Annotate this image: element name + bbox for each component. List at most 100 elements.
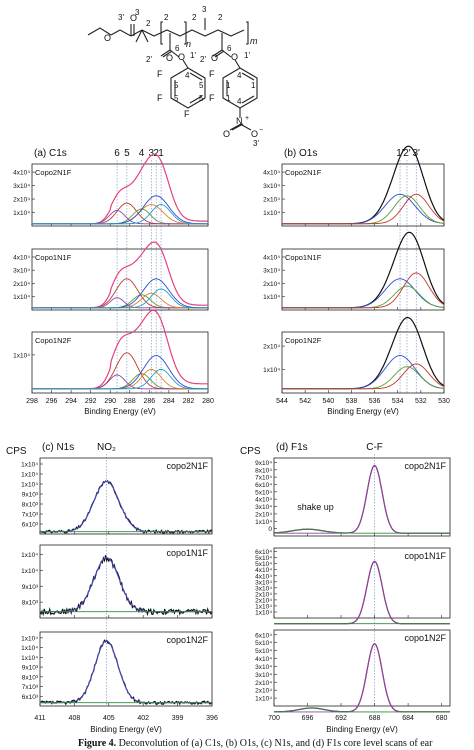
series-line-2 — [282, 195, 445, 225]
y-tick-label: 2x10⁴ — [255, 680, 272, 687]
x-tick-label: 296 — [46, 398, 58, 405]
y-tick-label: 4x10⁴ — [255, 497, 272, 504]
x-tick-label: 402 — [137, 715, 149, 722]
subplot-2: 1x10⁴ Copo1N2F — [13, 309, 209, 394]
series-line-2 — [274, 465, 450, 534]
svg-text:3: 3 — [135, 8, 140, 17]
x-tick-label: 696 — [302, 715, 314, 722]
subplot-0: 1x10⁴ 2x10⁴ 3x10⁴ 4x10⁴ Copo2N1F — [263, 145, 445, 227]
svg-text:5: 5 — [199, 94, 204, 103]
y-tick-label: 3x10⁴ — [13, 183, 30, 190]
right-ester-o: O — [231, 52, 238, 62]
subplot-frame — [39, 544, 213, 619]
series-line-2 — [40, 557, 212, 613]
y-tick-label: 5x10⁴ — [255, 489, 272, 496]
subplot-frame — [39, 631, 213, 707]
annotation-label: shake up — [297, 502, 334, 512]
svg-text:O: O — [251, 129, 258, 139]
svg-text:3': 3' — [253, 139, 259, 148]
series-line-3 — [282, 363, 445, 390]
subplot-frame — [273, 547, 451, 619]
series-line-0 — [39, 555, 213, 617]
x-tick-label: 399 — [172, 715, 184, 722]
left-ester-o: O — [178, 52, 185, 62]
y-tick-label: 4x10⁴ — [255, 567, 272, 574]
panel-0: (a) C1s 6 5 4 3 2 1 1x10⁴ 2x10⁴ 3x10⁴ 4x10⁴ Copo2N1… — [13, 148, 214, 416]
left-carbonyl-o: O — [166, 53, 173, 63]
panel-2: (c) N1s CPS NO₂ 6x10³ 7x10³ 8x10³ 9x10³ 1x10⁴ 1x… — [6, 442, 218, 734]
peak-label: C-F — [366, 442, 383, 453]
y-tick-label: 6x10³ — [22, 694, 39, 701]
panel-title: (a) C1s — [34, 148, 67, 159]
y-tick-label: 1x10⁴ — [21, 635, 38, 642]
y-tick-label: 4x10⁴ — [263, 170, 280, 177]
svg-text:F: F — [157, 93, 163, 103]
y-tick-label: 1x10⁴ — [21, 462, 38, 469]
subplot-label: copo2N1F — [166, 461, 208, 471]
subplot-frame — [281, 248, 445, 311]
y-tick-label: 6x10⁴ — [255, 632, 272, 639]
series-line-1 — [273, 465, 450, 534]
y-tick-label: 3x10⁴ — [255, 579, 272, 586]
y-axis-label: CPS — [6, 446, 27, 457]
series-line-1 — [32, 352, 208, 390]
y-tick-label: 1x10⁴ — [255, 603, 272, 610]
svg-text:O: O — [223, 129, 230, 139]
subplot-1: 1x10⁴ 2x10⁴ 3x10⁴ 4x10⁴ Copo1N1F — [13, 241, 209, 311]
y-tick-label: 6x10⁴ — [255, 549, 272, 556]
svg-text:2: 2 — [146, 19, 151, 28]
svg-text:6: 6 — [227, 44, 232, 53]
subplot-0: 6x10³ 7x10³ 8x10³ 9x10³ 1x10⁴ 1x10⁴ 1x10⁴ copo2… — [21, 457, 213, 535]
y-tick-label: 8x10⁴ — [255, 467, 272, 474]
x-tick-label: 294 — [65, 398, 77, 405]
peak-label: 1' — [396, 148, 404, 159]
y-tick-label: 1x10⁴ — [21, 645, 38, 652]
subplot-label: copo1N2F — [166, 635, 208, 645]
series-line-5 — [32, 278, 208, 309]
svg-text:3': 3' — [118, 13, 124, 22]
carbonyl-oxygen-label: O — [130, 13, 137, 23]
x-tick-label: 692 — [335, 715, 347, 722]
subplot-frame — [31, 331, 209, 394]
y-tick-label: 1x10⁴ — [263, 210, 280, 217]
caption-label: Figure 4. — [78, 738, 117, 749]
svg-text:1: 1 — [226, 81, 231, 90]
y-tick-label: 2x10⁴ — [263, 281, 280, 288]
series-line-1 — [40, 480, 212, 533]
y-tick-label: 1x10⁴ — [13, 352, 30, 359]
subplot-2: 1x10⁴2x10⁴2x10⁴3x10⁴3x10⁴4x10⁴5x10⁴5x10⁴… — [255, 629, 451, 713]
x-tick-label: 532 — [415, 398, 427, 405]
subplot-frame — [31, 163, 209, 227]
svg-text:1: 1 — [251, 81, 256, 90]
peak-label: 5 — [124, 148, 130, 159]
caption-text: Deconvolution of (a) C1s, (b) O1s, (c) N… — [118, 738, 433, 749]
y-tick-label: 5x10⁴ — [255, 648, 272, 655]
svg-text:6: 6 — [175, 44, 180, 53]
subplot-label: Copo1N1F — [285, 253, 322, 262]
y-tick-label: 1x10⁴ — [255, 609, 272, 616]
svg-text:2: 2 — [192, 13, 197, 22]
series-line-0 — [273, 643, 450, 713]
peak-label: 4 — [139, 148, 145, 159]
y-tick-label: 3x10⁴ — [263, 268, 280, 275]
series-line-4 — [32, 369, 208, 390]
subplot-frame — [273, 629, 451, 707]
svg-text:4: 4 — [237, 71, 242, 80]
x-tick-label: 411 — [34, 715, 45, 722]
y-tick-label: 8x10³ — [22, 502, 39, 509]
subplot-1: 1x10⁴1x10⁴2x10⁴2x10⁴3x10⁴3x10⁴4x10⁴4x10⁴… — [255, 547, 451, 625]
subplot-label: Copo2N1F — [35, 168, 72, 177]
subplot-0: 1x10⁴ 2x10⁴ 3x10⁴ 4x10⁴ Copo2N1F — [13, 153, 209, 227]
subplot-frame — [281, 331, 445, 394]
series-line-6 — [32, 204, 208, 225]
series-line-0 — [39, 479, 213, 535]
y-tick-label: 5x10⁴ — [255, 555, 272, 562]
y-tick-label: 2x10⁴ — [255, 597, 272, 604]
y-tick-label: 3x10⁴ — [263, 183, 280, 190]
subplot-frame — [31, 248, 209, 311]
x-tick-label: 538 — [346, 398, 358, 405]
subplot-frame — [273, 457, 451, 537]
svg-text:F: F — [209, 93, 215, 103]
svg-text:1': 1' — [190, 51, 196, 60]
